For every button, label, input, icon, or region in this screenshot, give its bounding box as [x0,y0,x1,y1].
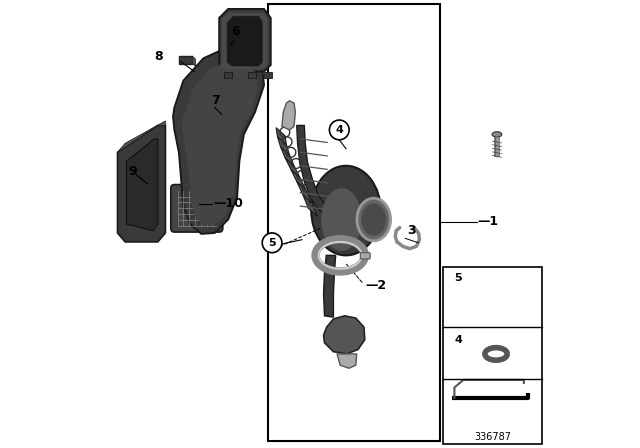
Polygon shape [282,101,296,130]
Text: —10: —10 [213,197,243,211]
Polygon shape [297,181,312,203]
Ellipse shape [492,132,502,137]
Text: 4: 4 [335,125,343,135]
Polygon shape [118,121,165,152]
Circle shape [330,120,349,140]
Polygon shape [303,195,317,216]
Polygon shape [173,47,264,234]
Text: 336787: 336787 [474,432,511,442]
Text: 9: 9 [129,164,137,178]
FancyBboxPatch shape [443,267,541,444]
Polygon shape [297,125,332,215]
Text: —2: —2 [365,279,387,293]
FancyBboxPatch shape [360,253,370,259]
Ellipse shape [321,188,362,251]
Polygon shape [221,13,268,69]
Polygon shape [278,137,289,155]
Text: 4: 4 [454,336,462,345]
Circle shape [262,233,282,253]
Text: 5: 5 [454,273,462,283]
Polygon shape [226,40,251,49]
Ellipse shape [357,198,390,241]
Polygon shape [192,56,195,66]
Polygon shape [280,147,294,166]
Polygon shape [337,354,356,368]
Text: 7: 7 [211,94,220,107]
Polygon shape [285,158,300,177]
Polygon shape [179,56,192,64]
Polygon shape [127,139,158,231]
Polygon shape [264,72,272,78]
FancyBboxPatch shape [171,185,223,232]
Ellipse shape [311,166,381,255]
Polygon shape [118,125,165,242]
Text: —1: —1 [477,215,499,228]
Polygon shape [220,9,271,72]
Polygon shape [248,72,257,78]
Text: 8: 8 [154,49,163,63]
Text: 5: 5 [268,238,276,248]
Text: 3: 3 [407,224,416,237]
Polygon shape [291,169,306,190]
Ellipse shape [362,203,386,236]
Polygon shape [324,316,365,354]
Polygon shape [227,16,262,66]
Polygon shape [276,128,287,145]
FancyBboxPatch shape [269,4,440,441]
Polygon shape [182,60,257,225]
Polygon shape [324,255,336,317]
Polygon shape [224,72,232,78]
Text: 6: 6 [232,25,240,38]
